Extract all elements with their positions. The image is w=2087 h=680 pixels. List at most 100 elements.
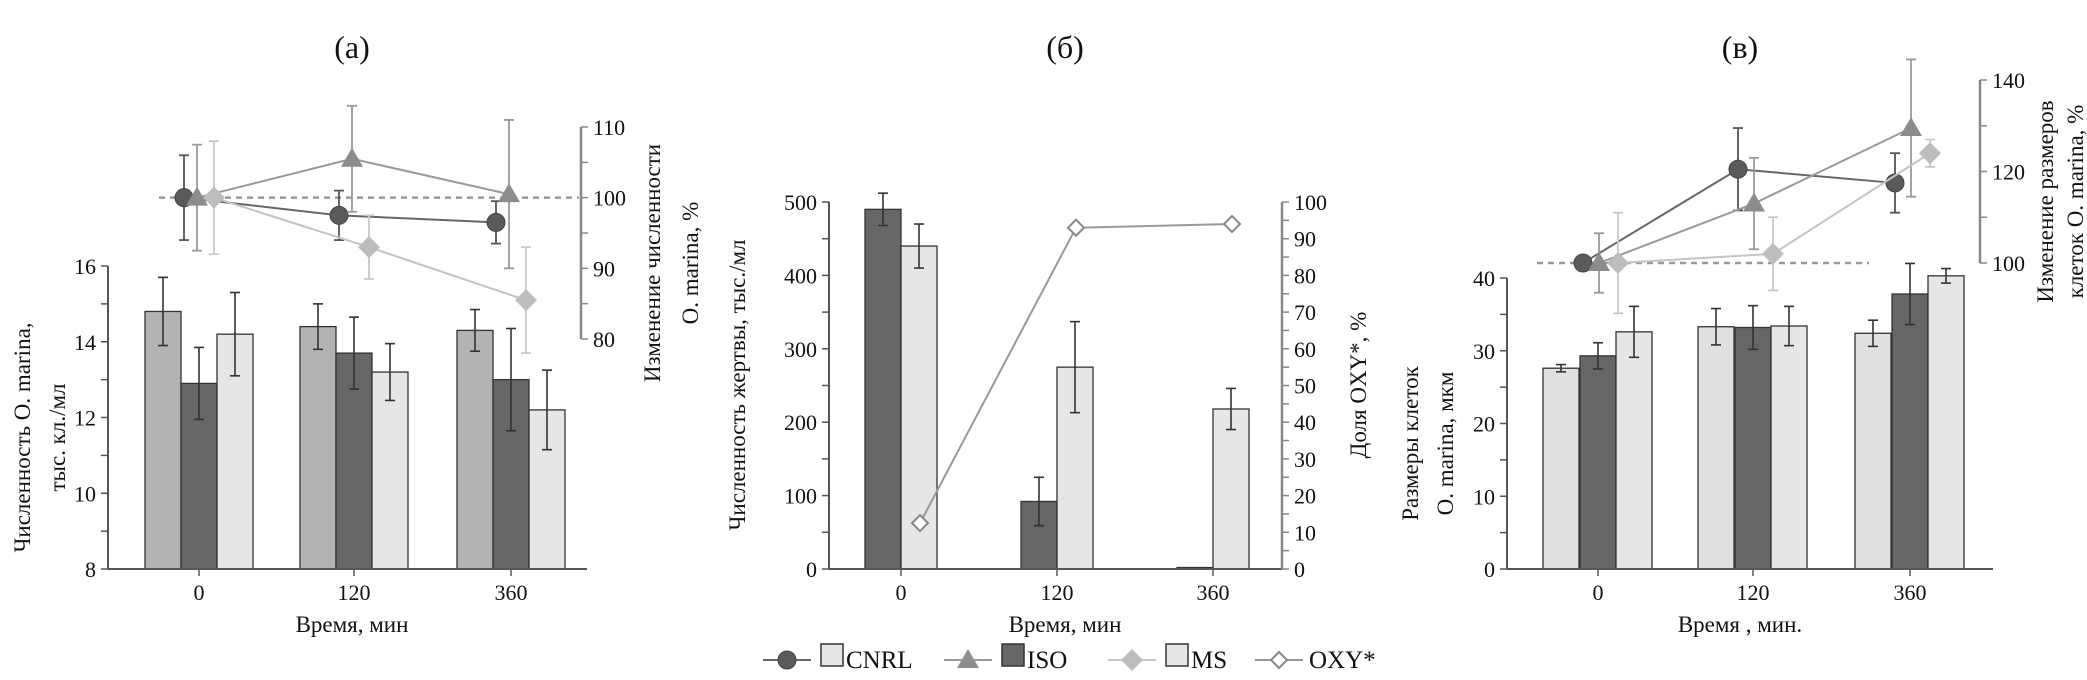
- point-oxy: [910, 513, 930, 533]
- bar-cnrl: [1854, 332, 1892, 570]
- point-oxy: [1222, 214, 1242, 234]
- y2-tick-label: 80: [1294, 263, 1316, 288]
- y2-tick-label: 80: [593, 327, 615, 352]
- bar-iso: [864, 208, 902, 570]
- y-tick-label: 12: [74, 406, 96, 431]
- y2-axis-label: клеток O. marina, %: [2063, 105, 2087, 299]
- x-tick-label: 120: [1041, 580, 1074, 605]
- y-axis-label: O. marina, мкм: [1433, 371, 1458, 515]
- point-cnrl: [1728, 159, 1748, 179]
- x-axis-label: Время, мин: [1009, 612, 1122, 637]
- point-cnrl: [329, 205, 349, 225]
- y-tick-label: 300: [784, 337, 817, 362]
- legend-label: ISO: [1027, 647, 1067, 674]
- y2-axis-label: O. marina, %: [678, 202, 703, 325]
- panel-3: (в) 0 10 20 30 40 0 120 360 Время , мин. Размеры к…: [1398, 29, 2087, 637]
- bar-ms: [1212, 408, 1250, 570]
- y2-tick-label: 100: [1992, 251, 2025, 276]
- y2-tick-label: 10: [1294, 520, 1316, 545]
- point-ms: [1607, 252, 1629, 274]
- point-cnrl: [1573, 253, 1593, 273]
- legend-swatch: [820, 643, 844, 667]
- legend: CNRL ISO MS OXY*: [763, 643, 1376, 674]
- point-ms: [358, 236, 380, 259]
- legend-swatch: [1001, 643, 1025, 667]
- y-tick-label: 400: [784, 263, 817, 288]
- y2-tick-label: 30: [1294, 447, 1316, 472]
- y2-tick-label: 70: [1294, 300, 1316, 325]
- y-tick-label: 40: [1473, 266, 1495, 291]
- y-axis-label: Размеры клеток: [1398, 365, 1423, 520]
- y-axis-label: Численность O. marina,: [10, 322, 35, 552]
- y-tick-label: 0: [1484, 557, 1495, 582]
- bar-cnrl: [456, 329, 494, 570]
- y-tick-label: 0: [806, 557, 817, 582]
- y2-tick-label: 0: [1294, 557, 1305, 582]
- point-iso: [1900, 117, 1922, 137]
- legend-marker: [777, 650, 797, 670]
- bar-cnrl: [1697, 326, 1735, 570]
- x-tick-label: 0: [1593, 580, 1604, 605]
- y-tick-label: 10: [74, 481, 96, 506]
- legend-marker: [1121, 649, 1143, 671]
- y-tick-label: 20: [1473, 412, 1495, 437]
- y-tick-label: 8: [85, 557, 96, 582]
- bar-cnrl: [144, 310, 182, 570]
- legend-swatch: [1165, 643, 1189, 667]
- point-iso: [498, 183, 520, 203]
- legend-label: MS: [1191, 647, 1227, 674]
- panel-title: (б): [1046, 29, 1084, 65]
- y2-tick-label: 100: [1294, 190, 1327, 215]
- y-tick-label: 200: [784, 410, 817, 435]
- y2-axis-label: Изменение размеров: [2033, 100, 2058, 302]
- point-iso: [341, 147, 363, 167]
- legend-marker: [1269, 650, 1289, 670]
- y2-tick-label: 100: [593, 186, 626, 211]
- y2-axis-label: Изменение численности: [640, 144, 665, 382]
- x-tick-label: 120: [1737, 580, 1770, 605]
- y-tick-label: 16: [74, 254, 96, 279]
- point-cnrl: [486, 212, 506, 232]
- series-line-cnrl: [1582, 168, 1896, 264]
- y2-tick-label: 90: [1294, 227, 1316, 252]
- point-ms: [1919, 142, 1941, 165]
- point-oxy: [1066, 218, 1086, 238]
- y-tick-label: 500: [784, 190, 817, 215]
- y2-tick-label: 140: [1992, 68, 2025, 93]
- y2-tick-label: 40: [1294, 410, 1316, 435]
- x-axis-label: Время, мин: [296, 612, 409, 637]
- y2-tick-label: 20: [1294, 484, 1316, 509]
- x-tick-label: 360: [495, 580, 528, 605]
- point-iso: [1588, 252, 1610, 271]
- legend-label: CNRL: [846, 647, 913, 674]
- y2-tick-label: 120: [1992, 160, 2025, 185]
- point-ms: [515, 289, 537, 312]
- x-tick-label: 120: [338, 580, 371, 605]
- bar-cnrl: [1542, 367, 1580, 570]
- point-iso: [186, 186, 208, 206]
- bar-cnrl: [299, 325, 337, 570]
- bar-ms: [1615, 331, 1653, 570]
- y2-axis-label: Доля OXY*, %: [1346, 312, 1371, 459]
- y-tick-label: 10: [1473, 484, 1495, 509]
- point-ms: [1762, 242, 1784, 265]
- panel-title: (а): [334, 29, 370, 65]
- point-iso: [1743, 192, 1765, 212]
- y-axis-label: тыс. кл./мл: [45, 383, 70, 491]
- x-tick-label: 360: [1894, 580, 1927, 605]
- legend-marker: [957, 649, 979, 668]
- bar-iso: [1734, 326, 1772, 570]
- bar-iso: [1891, 293, 1929, 570]
- y-tick-label: 14: [74, 330, 96, 355]
- legend-label: OXY*: [1309, 647, 1376, 674]
- y2-tick-label: 90: [593, 256, 615, 281]
- x-tick-label: 0: [194, 580, 205, 605]
- point-ms: [203, 186, 225, 209]
- y-tick-label: 100: [784, 484, 817, 509]
- x-axis-label: Время , мин.: [1678, 612, 1802, 637]
- y2-tick-label: 60: [1294, 337, 1316, 362]
- x-tick-label: 0: [896, 580, 907, 605]
- bar-ms: [1927, 275, 1965, 570]
- bar-ms: [371, 371, 409, 570]
